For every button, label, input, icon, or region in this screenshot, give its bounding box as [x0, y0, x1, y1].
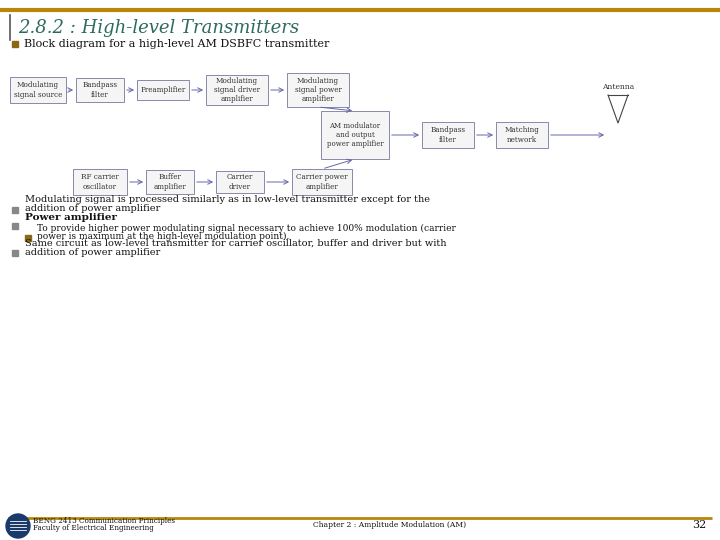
Text: 2.8.2 : High-level Transmitters: 2.8.2 : High-level Transmitters [18, 19, 299, 37]
FancyBboxPatch shape [76, 78, 124, 102]
Text: Carrier
driver: Carrier driver [227, 173, 253, 191]
Text: power is maximum at the high-level modulation point).: power is maximum at the high-level modul… [37, 232, 289, 241]
Text: Modulating
signal driver
amplifier: Modulating signal driver amplifier [214, 77, 260, 103]
FancyBboxPatch shape [292, 169, 352, 195]
Text: Antenna: Antenna [602, 83, 634, 91]
Text: 32: 32 [692, 520, 706, 530]
Text: Modulating
signal source: Modulating signal source [14, 82, 62, 99]
Text: Bandpass
filter: Bandpass filter [431, 126, 466, 144]
Text: Same circuit as low-level transmitter for carrier oscillator, buffer and driver : Same circuit as low-level transmitter fo… [25, 239, 446, 248]
Text: RF carrier
oscillator: RF carrier oscillator [81, 173, 119, 191]
FancyBboxPatch shape [216, 171, 264, 193]
Text: Preamplifier: Preamplifier [140, 86, 186, 94]
FancyBboxPatch shape [422, 122, 474, 148]
Text: To provide higher power modulating signal necessary to achieve 100% modulation (: To provide higher power modulating signa… [37, 224, 456, 233]
FancyBboxPatch shape [73, 169, 127, 195]
FancyBboxPatch shape [321, 111, 389, 159]
Text: BENG 2413 Communication Principles: BENG 2413 Communication Principles [33, 517, 175, 525]
Text: addition of power amplifier: addition of power amplifier [25, 204, 161, 213]
Text: addition of power amplifier: addition of power amplifier [25, 248, 161, 257]
Text: Carrier power
amplifier: Carrier power amplifier [296, 173, 348, 191]
Text: Chapter 2 : Amplitude Modulation (AM): Chapter 2 : Amplitude Modulation (AM) [313, 521, 467, 529]
FancyBboxPatch shape [287, 73, 349, 107]
FancyBboxPatch shape [206, 75, 268, 105]
FancyBboxPatch shape [496, 122, 548, 148]
FancyBboxPatch shape [137, 80, 189, 100]
FancyBboxPatch shape [146, 170, 194, 194]
Circle shape [6, 514, 30, 538]
Text: Modulating signal is processed similarly as in low-level transmitter except for : Modulating signal is processed similarly… [25, 195, 430, 204]
Text: AM modulator
and output
power amplifier: AM modulator and output power amplifier [327, 122, 383, 148]
Text: Matching
network: Matching network [505, 126, 539, 144]
Text: Faculty of Electrical Engineering: Faculty of Electrical Engineering [33, 524, 154, 532]
FancyBboxPatch shape [10, 77, 66, 103]
Text: Bandpass
filter: Bandpass filter [83, 82, 117, 99]
Text: Block diagram for a high-level AM DSBFC transmitter: Block diagram for a high-level AM DSBFC … [24, 39, 329, 49]
Text: Power amplifier: Power amplifier [25, 213, 117, 222]
Text: Modulating
signal power
amplifier: Modulating signal power amplifier [294, 77, 341, 103]
Text: Buffer
amplifier: Buffer amplifier [153, 173, 186, 191]
